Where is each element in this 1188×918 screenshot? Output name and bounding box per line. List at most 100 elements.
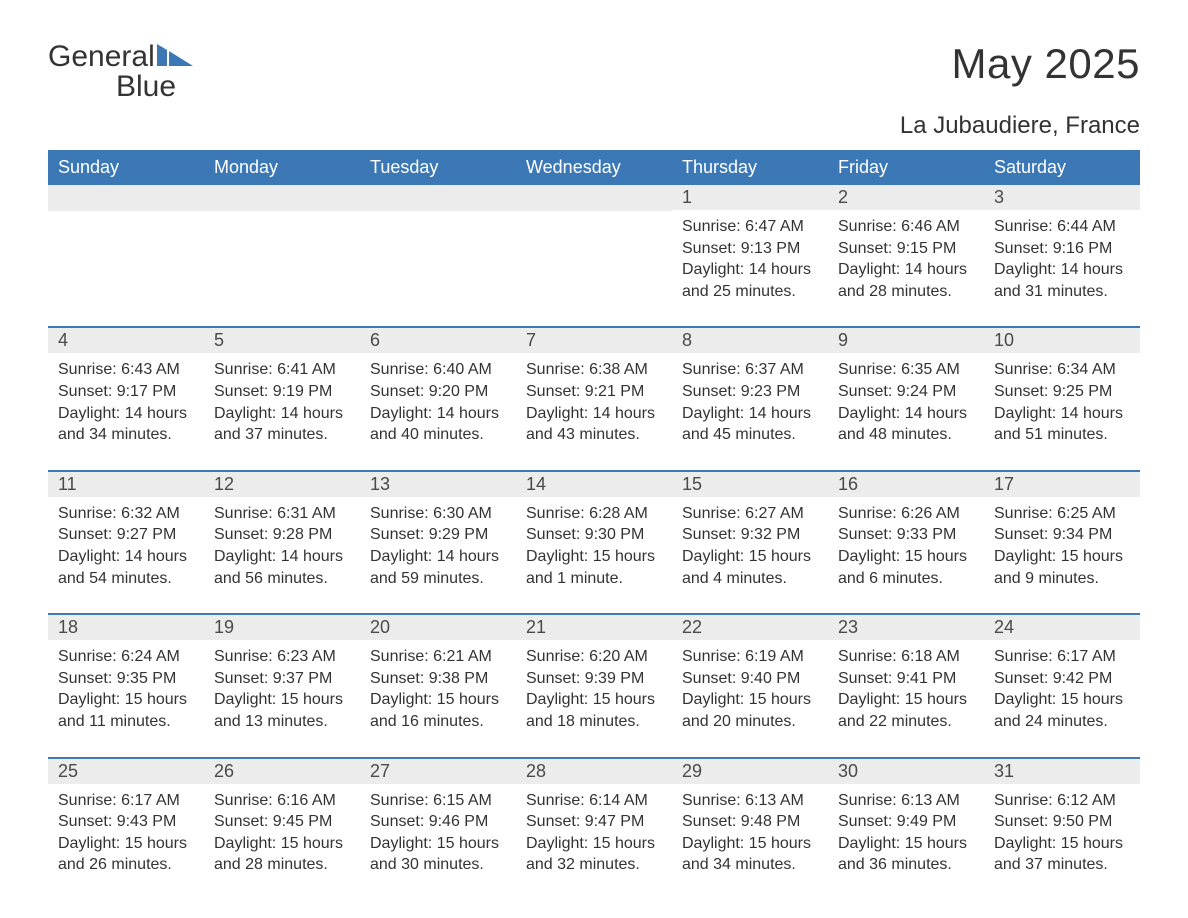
day-cell-27: 27Sunrise: 6:15 AMSunset: 9:46 PMDayligh… [360, 758, 516, 900]
day-details: Sunrise: 6:13 AMSunset: 9:49 PMDaylight:… [828, 784, 984, 876]
day-number: 4 [48, 328, 204, 353]
day-cell-19: 19Sunrise: 6:23 AMSunset: 9:37 PMDayligh… [204, 614, 360, 757]
daylight-line: Daylight: 14 hours and 25 minutes. [682, 259, 818, 302]
day-cell-20: 20Sunrise: 6:21 AMSunset: 9:38 PMDayligh… [360, 614, 516, 757]
sunset-line: Sunset: 9:16 PM [994, 238, 1130, 260]
daylight-line: Daylight: 14 hours and 28 minutes. [838, 259, 974, 302]
day-header-saturday: Saturday [984, 150, 1140, 185]
sunrise-line: Sunrise: 6:28 AM [526, 503, 662, 525]
sunset-line: Sunset: 9:34 PM [994, 524, 1130, 546]
day-details: Sunrise: 6:14 AMSunset: 9:47 PMDaylight:… [516, 784, 672, 876]
day-cell-18: 18Sunrise: 6:24 AMSunset: 9:35 PMDayligh… [48, 614, 204, 757]
sunrise-line: Sunrise: 6:37 AM [682, 359, 818, 381]
day-cell-2: 2Sunrise: 6:46 AMSunset: 9:15 PMDaylight… [828, 185, 984, 327]
day-cell-28: 28Sunrise: 6:14 AMSunset: 9:47 PMDayligh… [516, 758, 672, 900]
day-cell-7: 7Sunrise: 6:38 AMSunset: 9:21 PMDaylight… [516, 327, 672, 470]
daylight-line: Daylight: 14 hours and 59 minutes. [370, 546, 506, 589]
day-cell-3: 3Sunrise: 6:44 AMSunset: 9:16 PMDaylight… [984, 185, 1140, 327]
week-row: 4Sunrise: 6:43 AMSunset: 9:17 PMDaylight… [48, 327, 1140, 470]
calendar-table: SundayMondayTuesdayWednesdayThursdayFrid… [48, 150, 1140, 900]
day-cell-8: 8Sunrise: 6:37 AMSunset: 9:23 PMDaylight… [672, 327, 828, 470]
sunset-line: Sunset: 9:20 PM [370, 381, 506, 403]
day-number: 3 [984, 185, 1140, 210]
daylight-line: Daylight: 15 hours and 22 minutes. [838, 689, 974, 732]
daylight-line: Daylight: 14 hours and 51 minutes. [994, 403, 1130, 446]
daylight-line: Daylight: 15 hours and 4 minutes. [682, 546, 818, 589]
sunset-line: Sunset: 9:48 PM [682, 811, 818, 833]
sunset-line: Sunset: 9:33 PM [838, 524, 974, 546]
header-row: General Blue May 2025 [48, 40, 1140, 102]
day-details: Sunrise: 6:23 AMSunset: 9:37 PMDaylight:… [204, 640, 360, 732]
daylight-line: Daylight: 15 hours and 9 minutes. [994, 546, 1130, 589]
day-number: 8 [672, 328, 828, 353]
day-details: Sunrise: 6:43 AMSunset: 9:17 PMDaylight:… [48, 353, 204, 445]
sunset-line: Sunset: 9:32 PM [682, 524, 818, 546]
day-number: 2 [828, 185, 984, 210]
day-number: 16 [828, 472, 984, 497]
empty-cell [48, 185, 204, 327]
sunset-line: Sunset: 9:39 PM [526, 668, 662, 690]
day-details: Sunrise: 6:17 AMSunset: 9:42 PMDaylight:… [984, 640, 1140, 732]
day-header-sunday: Sunday [48, 150, 204, 185]
daylight-line: Daylight: 15 hours and 16 minutes. [370, 689, 506, 732]
day-header-monday: Monday [204, 150, 360, 185]
sunrise-line: Sunrise: 6:24 AM [58, 646, 194, 668]
day-details: Sunrise: 6:37 AMSunset: 9:23 PMDaylight:… [672, 353, 828, 445]
day-number: 14 [516, 472, 672, 497]
day-number: 29 [672, 759, 828, 784]
day-cell-6: 6Sunrise: 6:40 AMSunset: 9:20 PMDaylight… [360, 327, 516, 470]
day-details: Sunrise: 6:27 AMSunset: 9:32 PMDaylight:… [672, 497, 828, 589]
day-number: 7 [516, 328, 672, 353]
day-details: Sunrise: 6:20 AMSunset: 9:39 PMDaylight:… [516, 640, 672, 732]
empty-cell [204, 185, 360, 327]
day-cell-1: 1Sunrise: 6:47 AMSunset: 9:13 PMDaylight… [672, 185, 828, 327]
day-details: Sunrise: 6:41 AMSunset: 9:19 PMDaylight:… [204, 353, 360, 445]
day-cell-31: 31Sunrise: 6:12 AMSunset: 9:50 PMDayligh… [984, 758, 1140, 900]
day-cell-11: 11Sunrise: 6:32 AMSunset: 9:27 PMDayligh… [48, 471, 204, 614]
day-number: 9 [828, 328, 984, 353]
sunrise-line: Sunrise: 6:12 AM [994, 790, 1130, 812]
day-details: Sunrise: 6:34 AMSunset: 9:25 PMDaylight:… [984, 353, 1140, 445]
empty-day-strip [360, 185, 516, 211]
daylight-line: Daylight: 15 hours and 13 minutes. [214, 689, 350, 732]
empty-day-strip [204, 185, 360, 211]
sunset-line: Sunset: 9:29 PM [370, 524, 506, 546]
sunrise-line: Sunrise: 6:18 AM [838, 646, 974, 668]
day-cell-29: 29Sunrise: 6:13 AMSunset: 9:48 PMDayligh… [672, 758, 828, 900]
day-cell-14: 14Sunrise: 6:28 AMSunset: 9:30 PMDayligh… [516, 471, 672, 614]
week-row: 11Sunrise: 6:32 AMSunset: 9:27 PMDayligh… [48, 471, 1140, 614]
sunrise-line: Sunrise: 6:27 AM [682, 503, 818, 525]
sunrise-line: Sunrise: 6:21 AM [370, 646, 506, 668]
sunset-line: Sunset: 9:42 PM [994, 668, 1130, 690]
sunrise-line: Sunrise: 6:35 AM [838, 359, 974, 381]
sunrise-line: Sunrise: 6:46 AM [838, 216, 974, 238]
daylight-line: Daylight: 15 hours and 30 minutes. [370, 833, 506, 876]
day-details: Sunrise: 6:18 AMSunset: 9:41 PMDaylight:… [828, 640, 984, 732]
day-cell-17: 17Sunrise: 6:25 AMSunset: 9:34 PMDayligh… [984, 471, 1140, 614]
day-number: 30 [828, 759, 984, 784]
sunrise-line: Sunrise: 6:38 AM [526, 359, 662, 381]
title-block: May 2025 [952, 40, 1140, 88]
page-title: May 2025 [952, 40, 1140, 88]
sunrise-line: Sunrise: 6:30 AM [370, 503, 506, 525]
day-number: 26 [204, 759, 360, 784]
day-number: 1 [672, 185, 828, 210]
sunrise-line: Sunrise: 6:14 AM [526, 790, 662, 812]
daylight-line: Daylight: 15 hours and 26 minutes. [58, 833, 194, 876]
empty-day-strip [48, 185, 204, 211]
sunrise-line: Sunrise: 6:41 AM [214, 359, 350, 381]
sunset-line: Sunset: 9:13 PM [682, 238, 818, 260]
sunset-line: Sunset: 9:46 PM [370, 811, 506, 833]
location-subtitle: La Jubaudiere, France [48, 112, 1140, 140]
sunrise-line: Sunrise: 6:25 AM [994, 503, 1130, 525]
week-row: 1Sunrise: 6:47 AMSunset: 9:13 PMDaylight… [48, 185, 1140, 327]
day-details: Sunrise: 6:12 AMSunset: 9:50 PMDaylight:… [984, 784, 1140, 876]
day-details: Sunrise: 6:13 AMSunset: 9:48 PMDaylight:… [672, 784, 828, 876]
day-cell-16: 16Sunrise: 6:26 AMSunset: 9:33 PMDayligh… [828, 471, 984, 614]
daylight-line: Daylight: 15 hours and 20 minutes. [682, 689, 818, 732]
week-row: 18Sunrise: 6:24 AMSunset: 9:35 PMDayligh… [48, 614, 1140, 757]
day-number: 24 [984, 615, 1140, 640]
sunset-line: Sunset: 9:21 PM [526, 381, 662, 403]
sunrise-line: Sunrise: 6:43 AM [58, 359, 194, 381]
sunrise-line: Sunrise: 6:44 AM [994, 216, 1130, 238]
